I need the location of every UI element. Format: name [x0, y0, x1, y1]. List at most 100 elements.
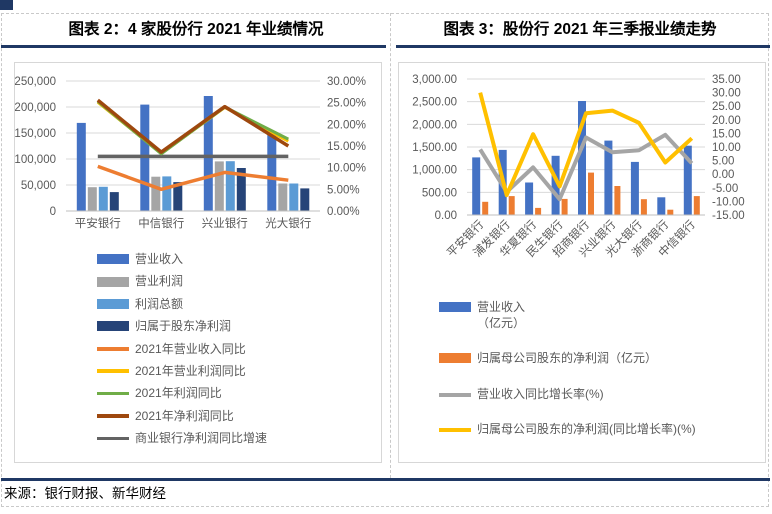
bar	[693, 196, 700, 215]
chart3-plot: 3,000.00 2,500.00 2,000.00 1,500.00 1,000.00…	[412, 74, 745, 260]
category-label: 中信银行	[138, 216, 184, 230]
right-axis-tick-label: 10.00%	[327, 163, 366, 175]
legend-label: 2021年净利润同比	[135, 408, 234, 423]
chart3-canvas: 3,000.00 2,500.00 2,000.00 1,500.00 1,000.00…	[398, 62, 766, 463]
trend-line-1	[478, 92, 694, 198]
source-note: 来源：银行财报、新华财经	[4, 486, 166, 501]
legend-line-swatch	[97, 436, 129, 441]
right-axis-tick-label: 5.00%	[327, 184, 360, 196]
right-axis-tick-label: 20.00	[712, 115, 741, 127]
chart2-canvas: 250,000 200,000 150,000 100,000 50,000 0 30.00…	[14, 62, 382, 463]
legend-item: 2021年营业收入同比	[97, 338, 267, 360]
bar	[98, 186, 108, 211]
legend-label: 利润总额	[135, 296, 184, 311]
footer-rule	[1, 478, 770, 481]
bar	[300, 188, 310, 211]
right-axis-tick-label: -5.00	[712, 183, 738, 195]
right-axis-tick-label: -10.00	[712, 196, 745, 208]
bar	[214, 161, 224, 211]
bar	[278, 183, 288, 211]
header-rule-right	[396, 45, 770, 48]
bar	[640, 199, 647, 215]
trend-line-0	[97, 164, 289, 192]
legend-line-swatch	[97, 347, 129, 351]
left-axis-tick-label: 200,000	[15, 102, 56, 114]
legend-line-swatch	[97, 369, 129, 373]
left-axis-tick-label: 50,000	[21, 180, 56, 192]
right-axis-tick-label: 25.00	[712, 101, 741, 113]
table-dashed-border	[1, 13, 769, 507]
bar	[162, 176, 172, 211]
right-axis-tick-label: 30.00	[712, 88, 741, 100]
bar	[236, 168, 246, 211]
bar	[472, 157, 481, 215]
bar	[578, 101, 586, 215]
chart2-plot: 250,000 200,000 150,000 100,000 50,000 0 30.00…	[15, 76, 366, 230]
right-axis-tick-label: 15.00	[712, 128, 741, 140]
bar	[289, 183, 299, 211]
left-axis-tick-label: 3,000.00	[412, 74, 457, 86]
legend-label: 营业收入 （亿元）	[477, 300, 526, 331]
legend-label: 归属母公司股东的净利润(同比增长率)(%)	[477, 421, 696, 436]
legend-item: 营业收入	[97, 248, 267, 270]
bar	[109, 192, 119, 211]
bar	[87, 187, 97, 211]
legend-item: 归属母公司股东的净利润(同比增长率)(%)	[439, 421, 749, 437]
right-axis-tick-label: 15.00%	[327, 141, 366, 153]
bar	[561, 198, 568, 215]
legend-label: 商业银行净利润同比增速	[135, 431, 268, 446]
legend-item: 营业收入同比增长率(%)	[439, 386, 749, 402]
bar	[551, 155, 560, 215]
bar	[203, 96, 213, 211]
legend-bar-swatch	[439, 353, 471, 364]
header-rule-left	[1, 45, 386, 48]
legend-item: 2021年净利润同比	[97, 405, 267, 427]
legend-label: 2021年利润同比	[135, 386, 222, 401]
left-axis-tick-label: 500.00	[422, 187, 457, 199]
legend-line-swatch	[439, 427, 471, 432]
legend-bar-swatch	[439, 302, 471, 312]
bar	[225, 161, 235, 211]
bar	[173, 182, 183, 211]
legend-item: 利润总额	[97, 293, 267, 315]
left-axis-tick-label: 100,000	[15, 154, 56, 166]
legend-label: 营业收入同比增长率(%)	[477, 386, 604, 401]
right-axis-tick-label: 20.00%	[327, 119, 366, 131]
bar	[525, 182, 534, 215]
right-axis-tick-label: 30.00%	[327, 76, 366, 88]
bar	[151, 176, 161, 211]
left-axis-tick-label: 250,000	[15, 76, 56, 88]
chart3-title: 图表 3：股份行 2021 年三季报业绩走势	[443, 21, 717, 38]
right-axis-tick-label: 0.00%	[327, 206, 360, 218]
legend-bar-swatch	[97, 321, 129, 332]
left-axis-tick-label: 2,500.00	[412, 97, 457, 109]
bar	[535, 207, 542, 215]
legend-item: 营业利润	[97, 270, 267, 292]
trend-line-0	[478, 132, 694, 202]
legend-line-swatch	[97, 391, 129, 396]
right-axis-tick-label: 0.00	[712, 169, 734, 181]
right-axis-tick-label: 25.00%	[327, 98, 366, 110]
bar	[267, 131, 277, 211]
right-axis-tick-label: 5.00	[712, 156, 734, 168]
bar	[604, 140, 613, 215]
category-label: 兴业银行	[202, 216, 248, 230]
legend-item: 归属母公司股东的净利润（亿元）	[439, 350, 749, 366]
legend-item: 归属于股东净利润	[97, 315, 267, 337]
chart2-legend: 营业收入 营业利润利润总额归属于股东净利润 2021年营业收入同比 2021年营业利润…	[97, 248, 267, 450]
legend-item: 商业银行净利润同比增速	[97, 427, 267, 449]
bar	[683, 145, 692, 215]
left-axis-tick-label: 0	[50, 206, 56, 218]
bar	[482, 201, 489, 215]
right-axis-tick-label: 35.00	[712, 74, 741, 86]
legend-item: 2021年营业利润同比	[97, 360, 267, 382]
legend-bar-swatch	[97, 254, 129, 265]
bar	[630, 161, 639, 215]
left-axis-tick-label: 1,500.00	[412, 142, 457, 154]
legend-label: 2021年营业收入同比	[135, 341, 246, 356]
bar	[657, 197, 666, 215]
legend-item: 2021年利润同比	[97, 382, 267, 404]
legend-label: 2021年营业利润同比	[135, 364, 246, 379]
legend-label: 归属母公司股东的净利润（亿元）	[477, 351, 658, 366]
